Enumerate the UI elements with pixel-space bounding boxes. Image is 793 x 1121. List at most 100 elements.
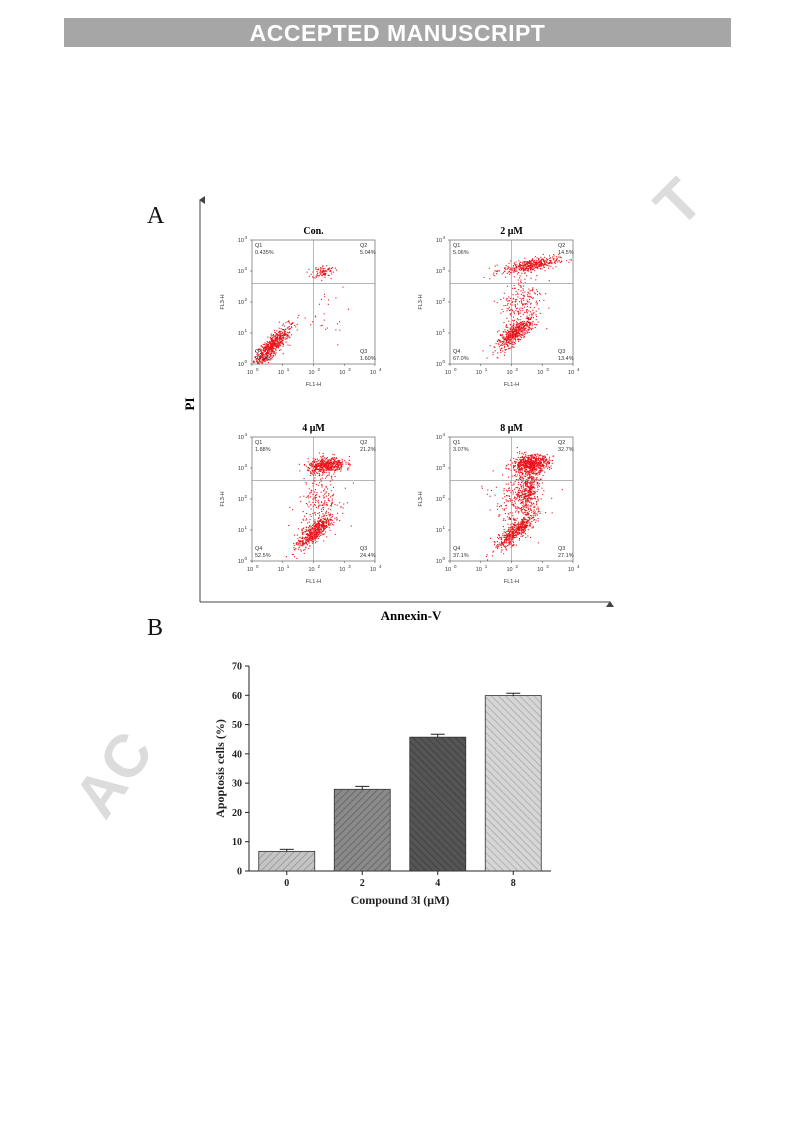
- x-tick-label: 10: [308, 370, 314, 376]
- quadrant-q3-value: 24.4%: [360, 553, 376, 559]
- x-tick-label: 10: [506, 370, 512, 376]
- flow-plot-xlabel: FL1-H: [306, 382, 321, 388]
- y-tick-label: 10: [436, 528, 442, 534]
- x-tick-exp: 0: [454, 564, 457, 569]
- flow-plot-xlabel: FL1-H: [306, 579, 321, 585]
- y-tick-label: 10: [238, 331, 244, 337]
- y-tick-label: 10: [238, 528, 244, 534]
- y-tick-label: 10: [238, 269, 244, 275]
- x-tick-label: 10: [506, 567, 512, 573]
- bar-chart: 0 10 20 30 40 50 60 70 0 2 4 8 Compound 3l (μM) Apopt…: [213, 662, 551, 907]
- bar-2: [333, 788, 391, 872]
- bar-x-tick-label: 4: [435, 878, 440, 889]
- x-tick-exp: 2: [516, 564, 519, 569]
- x-tick-label: 10: [370, 370, 376, 376]
- quadrant-q4-value: 37.1%: [453, 553, 469, 559]
- quadrant-q4-label: Q4: [453, 349, 460, 355]
- y-tick-exp: 2: [443, 494, 446, 499]
- flow-plot-dots: [482, 253, 572, 359]
- y-tick-label: 10: [436, 362, 442, 368]
- y-tick-exp: 0: [443, 556, 446, 561]
- quadrant-q3-value: 1.60%: [360, 356, 376, 362]
- quadrant-q2-value: 21.2%: [360, 447, 376, 453]
- bar-x-tick-label: 2: [360, 878, 365, 889]
- y-tick-exp: 1: [443, 525, 446, 530]
- y-tick-label: 10: [436, 300, 442, 306]
- x-tick-label: 10: [476, 370, 482, 376]
- flow-plot-4: 8 μMQ13.07%Q232.7%Q437.1%Q327.1%10010010…: [418, 423, 580, 585]
- quadrant-q1-label: Q1: [453, 440, 460, 446]
- y-tick-label: 10: [238, 497, 244, 503]
- flow-plot-2: 2 μMQ15.06%Q214.5%Q467.0%Q313.4%10010010…: [418, 226, 580, 388]
- x-tick-label: 10: [445, 370, 451, 376]
- bar-y-axis-label: Apoptosis cells (%): [213, 719, 227, 818]
- bar-y-tick-label: 60: [232, 691, 242, 702]
- x-tick-label: 10: [339, 567, 345, 573]
- flow-plot-1: Con.Q10.435%Q25.04%Q492.9%Q31.60%1001001…: [220, 226, 382, 388]
- x-tick-label: 10: [339, 370, 345, 376]
- quadrant-q4-label: Q4: [255, 546, 262, 552]
- x-tick-label: 10: [568, 567, 574, 573]
- bar-8: [484, 695, 542, 872]
- y-tick-label: 10: [436, 435, 442, 441]
- annexin-axis-label: Annexin-V: [381, 608, 442, 623]
- quadrant-q2-value: 5.04%: [360, 250, 376, 256]
- y-tick-label: 10: [238, 435, 244, 441]
- y-tick-exp: 1: [245, 328, 248, 333]
- panel-a-label: A: [147, 203, 165, 229]
- panel-b-label: B: [147, 615, 164, 641]
- y-tick-exp: 0: [245, 359, 248, 364]
- quadrant-q3-label: Q3: [360, 349, 367, 355]
- x-tick-label: 10: [537, 567, 543, 573]
- x-tick-exp: 2: [318, 564, 321, 569]
- y-tick-exp: 3: [443, 266, 446, 271]
- y-tick-label: 10: [238, 238, 244, 244]
- flow-plot-title: Con.: [303, 226, 324, 237]
- bar-y-tick-label: 10: [232, 837, 242, 848]
- quadrant-q3-value: 27.1%: [558, 553, 574, 559]
- x-tick-label: 10: [537, 370, 543, 376]
- flow-plot-ylabel: FL3-H: [220, 491, 226, 506]
- quadrant-q3-label: Q3: [558, 349, 565, 355]
- quadrant-q1-value: 3.07%: [453, 447, 469, 453]
- bar-y-tick-label: 20: [232, 808, 242, 819]
- x-tick-exp: 0: [256, 564, 259, 569]
- x-tick-exp: 4: [379, 564, 382, 569]
- x-tick-exp: 1: [287, 564, 290, 569]
- x-tick-label: 10: [370, 567, 376, 573]
- y-tick-exp: 0: [245, 556, 248, 561]
- y-tick-exp: 4: [245, 432, 248, 437]
- flow-plot-ylabel: FL3-H: [418, 294, 424, 309]
- x-tick-exp: 2: [318, 367, 321, 372]
- quadrant-q2-value: 32.7%: [558, 447, 574, 453]
- quadrant-q4-value: 52.5%: [255, 553, 271, 559]
- quadrant-q3-label: Q3: [558, 546, 565, 552]
- bar-y-tick-label: 70: [232, 662, 242, 673]
- flow-plot-ylabel: FL3-H: [418, 491, 424, 506]
- flow-plot-ylabel: FL3-H: [220, 294, 226, 309]
- x-tick-exp: 1: [485, 367, 488, 372]
- y-tick-label: 10: [436, 559, 442, 565]
- x-tick-label: 10: [445, 567, 451, 573]
- pi-axis-label: PI: [182, 398, 197, 411]
- y-tick-exp: 0: [443, 359, 446, 364]
- x-tick-exp: 2: [516, 367, 519, 372]
- flow-plot-title: 8 μM: [500, 423, 523, 434]
- y-tick-exp: 4: [443, 235, 446, 240]
- accepted-manuscript-banner: ACCEPTED MANUSCRIPT: [64, 18, 731, 47]
- y-tick-label: 10: [238, 300, 244, 306]
- x-tick-exp: 4: [577, 367, 580, 372]
- y-tick-label: 10: [238, 559, 244, 565]
- quadrant-q4-label: Q4: [255, 349, 262, 355]
- bar-x-axis-label: Compound 3l (μM): [351, 893, 450, 907]
- quadrant-q1-label: Q1: [255, 243, 262, 249]
- bar-0: [258, 850, 316, 872]
- x-tick-exp: 3: [546, 564, 549, 569]
- flow-plot-dots: [481, 447, 563, 561]
- flow-plot-title: 4 μM: [302, 423, 325, 434]
- bar-x-tick-label: 0: [284, 878, 289, 889]
- bar-4: [409, 736, 467, 872]
- quadrant-q4-label: Q4: [453, 546, 460, 552]
- quadrant-q1-value: 0.435%: [255, 250, 274, 256]
- y-tick-exp: 2: [245, 297, 248, 302]
